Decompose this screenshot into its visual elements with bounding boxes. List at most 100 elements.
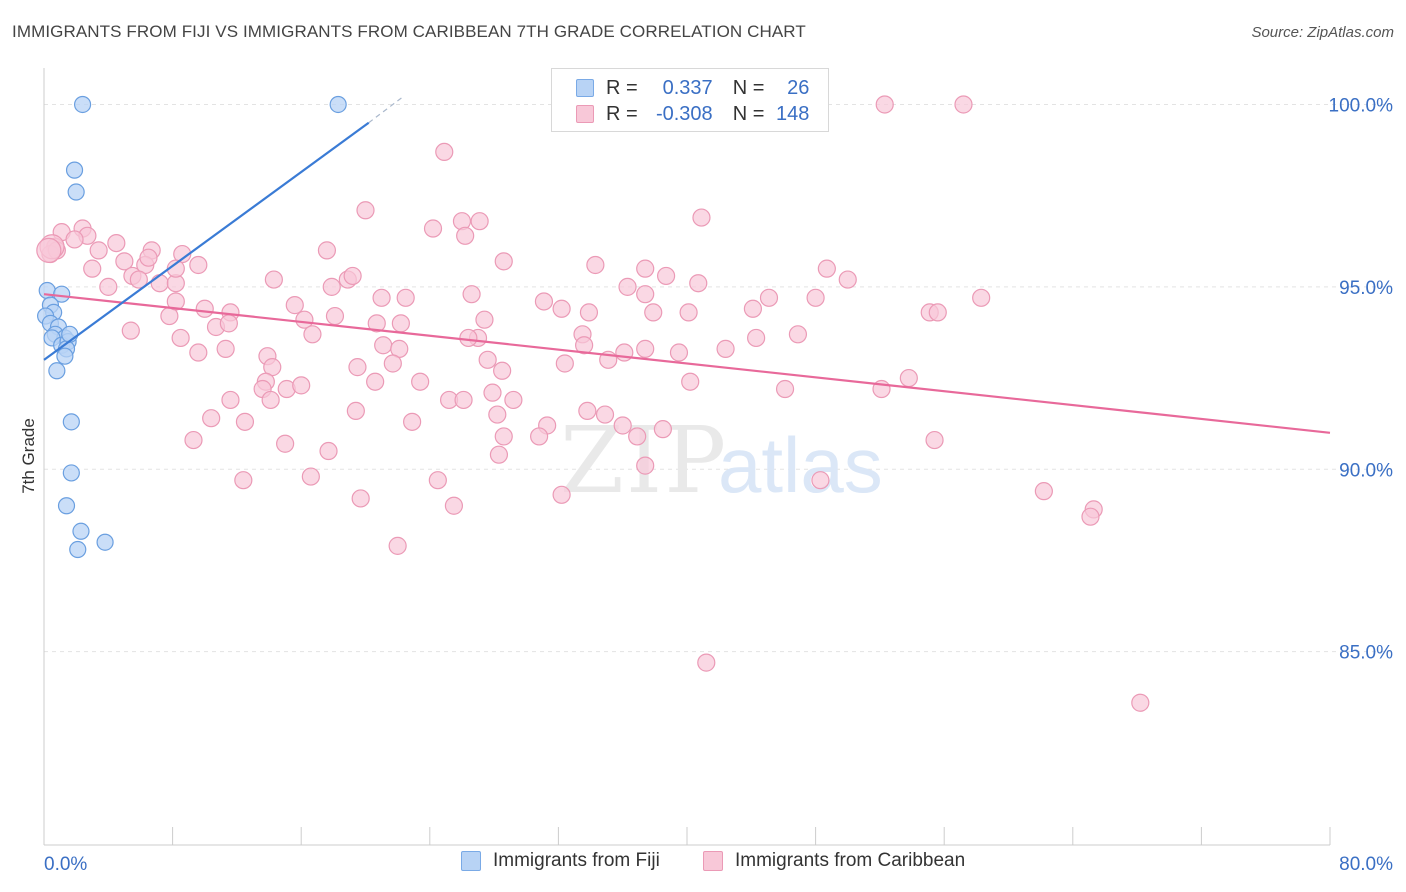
legend-row-caribbean: R = -0.308 N = 148 [552, 101, 809, 127]
data-point-caribbean [747, 328, 766, 348]
data-point-caribbean [689, 274, 708, 293]
data-point-caribbean [65, 230, 84, 249]
data-point-caribbean [483, 383, 502, 402]
data-point-caribbean [189, 255, 208, 275]
data-point-caribbean [301, 467, 320, 486]
data-point-caribbean [653, 420, 672, 439]
data-point-caribbean [534, 292, 554, 311]
y-axis-label: 7th Grade [19, 418, 38, 494]
trend-line-fiji-extension [368, 96, 403, 124]
data-point-caribbean [184, 430, 203, 450]
bottom-legend-swatch-fiji [461, 851, 481, 871]
data-point-caribbean [838, 270, 857, 289]
data-point-caribbean [636, 339, 655, 358]
data-point-caribbean [83, 259, 102, 278]
data-point-fiji [62, 464, 80, 482]
data-point-caribbean [1034, 482, 1053, 501]
data-point-caribbean [403, 412, 422, 431]
data-point-caribbean [613, 416, 632, 435]
data-point-caribbean [121, 321, 140, 340]
data-point-caribbean [456, 226, 475, 245]
data-point-caribbean [657, 266, 676, 286]
chart-title: IMMIGRANTS FROM FIJI VS IMMIGRANTS FROM … [12, 22, 806, 41]
watermark: ZIP atlas [560, 407, 883, 514]
data-point-caribbean [423, 219, 443, 238]
data-point-caribbean [697, 653, 716, 672]
data-point-caribbean [317, 241, 337, 260]
bottom-legend-fiji: Immigrants from Fiji [461, 850, 660, 872]
data-point-caribbean [575, 336, 594, 355]
data-point-caribbean [806, 288, 825, 307]
data-point-fiji [329, 95, 347, 114]
data-point-fiji [72, 522, 90, 540]
data-point-caribbean [615, 343, 634, 362]
legend-r-label: R = [606, 102, 638, 125]
bottom-legend-label-fiji: Immigrants from Fiji [493, 850, 660, 871]
data-point-caribbean [383, 354, 402, 373]
data-point-caribbean [150, 274, 169, 293]
data-point-caribbean [759, 288, 779, 307]
legend-n-value-fiji: 26 [787, 76, 810, 99]
data-point-caribbean [586, 255, 605, 275]
data-point-caribbean [234, 471, 253, 490]
data-point-caribbean [669, 343, 689, 362]
data-point-caribbean [216, 339, 235, 358]
data-point-caribbean [817, 259, 836, 278]
data-point-caribbean [555, 354, 574, 373]
x-tick-label-max: 80.0% [1339, 854, 1393, 875]
data-point-caribbean [367, 314, 386, 333]
data-point-caribbean [195, 299, 214, 318]
data-point-caribbean [489, 445, 509, 464]
data-point-caribbean [775, 379, 795, 399]
data-point-caribbean [264, 270, 283, 289]
data-point-caribbean [459, 328, 478, 348]
data-point-caribbean [454, 390, 473, 410]
data-point-caribbean [36, 237, 62, 263]
data-point-fiji [73, 95, 92, 114]
data-point-caribbean [129, 270, 148, 289]
data-point-caribbean [343, 266, 362, 286]
data-point-caribbean [716, 339, 735, 358]
data-point-fiji [62, 413, 80, 431]
data-point-caribbean [899, 368, 918, 388]
data-point-caribbean [166, 292, 185, 311]
data-point-caribbean [875, 95, 894, 114]
y-tick-label: 95.0% [1339, 278, 1393, 299]
trend-line-caribbean [43, 293, 1331, 434]
data-point-caribbean [89, 241, 108, 260]
data-point-caribbean [595, 405, 615, 424]
data-point-caribbean [99, 277, 118, 296]
data-point-caribbean [628, 427, 647, 446]
legend-n-value-caribbean: 148 [776, 102, 810, 125]
legend-swatch-caribbean [576, 105, 594, 123]
y-tick-label: 85.0% [1339, 643, 1393, 664]
data-point-caribbean [219, 314, 238, 333]
data-point-fiji [69, 540, 87, 559]
legend-r-value-fiji: 0.337 [662, 76, 713, 99]
data-point-caribbean [139, 248, 158, 267]
data-point-caribbean [636, 285, 655, 304]
data-point-caribbean [235, 412, 255, 431]
data-point-caribbean [411, 372, 430, 391]
data-point-caribbean [396, 288, 415, 307]
data-point-caribbean [488, 405, 507, 424]
legend-r-label: R = [606, 76, 638, 99]
data-point-caribbean [618, 277, 637, 296]
trend-line-fiji [43, 121, 370, 361]
watermark-atlas: atlas [718, 421, 883, 509]
data-point-fiji [67, 183, 85, 201]
data-point-caribbean [788, 325, 808, 344]
data-point-caribbean [374, 336, 393, 355]
data-point-caribbean [928, 303, 947, 322]
bottom-legend-caribbean: Immigrants from Caribbean [703, 850, 965, 872]
data-point-caribbean [1131, 693, 1150, 712]
axes [43, 68, 1331, 846]
bottom-legend-swatch-caribbean [703, 851, 723, 871]
data-point-caribbean [494, 427, 513, 446]
y-tick-label: 90.0% [1339, 460, 1393, 481]
y-tick-label: 100.0% [1329, 95, 1394, 116]
data-point-caribbean [478, 350, 497, 369]
data-point-caribbean [954, 95, 973, 114]
data-point-fiji [65, 161, 84, 179]
data-point-caribbean [388, 536, 407, 555]
